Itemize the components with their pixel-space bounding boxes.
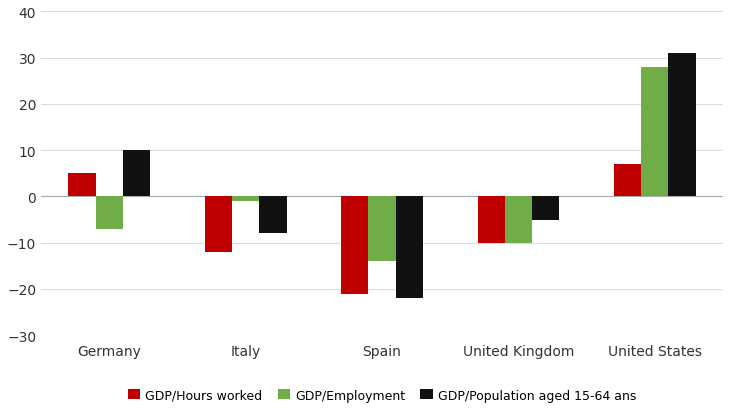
- Bar: [96, 197, 123, 229]
- Bar: [369, 197, 396, 262]
- Bar: [204, 197, 232, 252]
- Bar: [259, 197, 287, 234]
- Bar: [532, 197, 559, 220]
- Bar: [614, 165, 641, 197]
- Bar: [669, 54, 696, 197]
- Bar: [341, 197, 369, 294]
- Bar: [123, 151, 150, 197]
- Bar: [505, 197, 532, 243]
- Bar: [232, 197, 259, 202]
- Bar: [69, 174, 96, 197]
- Bar: [396, 197, 423, 299]
- Legend: GDP/Hours worked, GDP/Employment, GDP/Population aged 15-64 ans: GDP/Hours worked, GDP/Employment, GDP/Po…: [123, 384, 641, 407]
- Bar: [641, 68, 669, 197]
- Bar: [477, 197, 505, 243]
